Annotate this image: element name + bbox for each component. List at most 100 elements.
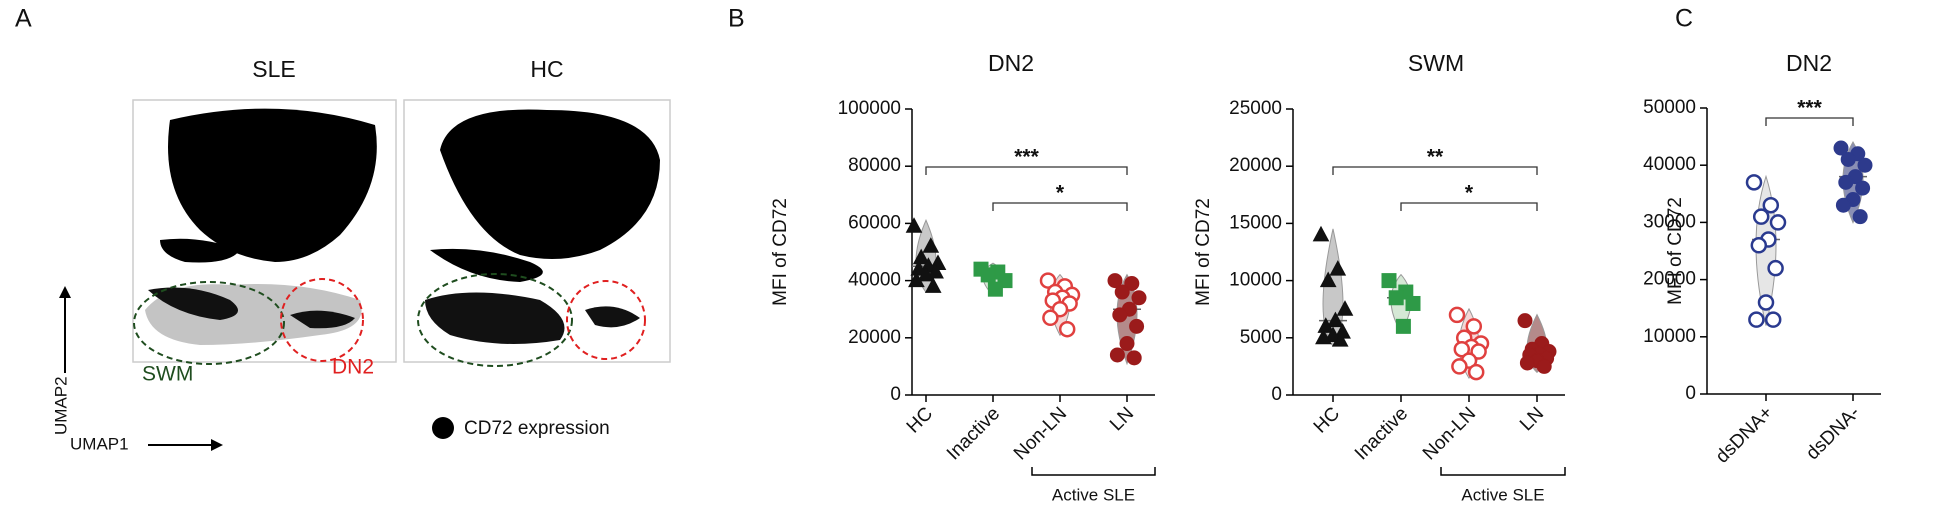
point [905, 217, 923, 233]
point [1519, 355, 1535, 371]
umap-cells [168, 108, 377, 263]
y-tick-label: 5000 [1240, 327, 1282, 348]
point [980, 267, 996, 283]
x-tick-label: dsDNA- [1802, 402, 1864, 464]
legend-marker [432, 417, 454, 439]
dn2-region [566, 280, 646, 360]
point [1315, 328, 1332, 345]
point [1042, 309, 1059, 327]
y-tick-label: 25000 [1229, 98, 1282, 119]
point [912, 248, 930, 265]
sig-bracket [925, 166, 1128, 175]
sig-bracket [1400, 202, 1538, 211]
swm-region [417, 273, 573, 367]
panel-letter: A [15, 5, 32, 33]
y-tick-label: 20000 [848, 327, 901, 348]
sig-bracket [1765, 117, 1854, 126]
sig-label: ** [1427, 146, 1444, 169]
y-tick-label: 0 [1685, 383, 1696, 404]
point [922, 237, 940, 253]
point [1517, 313, 1533, 329]
arrow-head [59, 286, 71, 298]
sig-bracket [1332, 166, 1538, 175]
y-axis-label: UMAP2 [51, 376, 70, 435]
point [908, 271, 925, 288]
x-tick-label: HC [903, 403, 937, 437]
dn2-region [280, 278, 364, 362]
point [1855, 180, 1871, 196]
y-tick-label: 80000 [848, 155, 901, 176]
x-tick-label: LN [1516, 403, 1548, 435]
point [1112, 307, 1128, 323]
point [1835, 197, 1851, 213]
point [1114, 284, 1130, 300]
sig-bracket [992, 202, 1128, 211]
point [1470, 343, 1487, 360]
chart-title: SWM [1408, 50, 1464, 76]
y-tick-label: 100000 [838, 98, 901, 119]
group-label: Active SLE [1461, 485, 1544, 504]
point [1857, 157, 1873, 173]
point [1762, 196, 1780, 214]
point [987, 281, 1003, 297]
sig-label: * [1465, 182, 1474, 205]
y-tick-label: 10000 [1229, 270, 1282, 291]
umap-cells [440, 109, 660, 259]
point [1838, 174, 1854, 190]
swm-region [133, 281, 285, 365]
point [1451, 358, 1468, 375]
point [1126, 350, 1142, 366]
point [1039, 272, 1057, 289]
group-bracket [1440, 467, 1566, 476]
panel-letter: C [1675, 5, 1693, 33]
legend-label: CD72 expression [464, 418, 610, 439]
point [910, 260, 928, 276]
x-tick-label: HC [1310, 403, 1344, 437]
point [1453, 340, 1471, 358]
chart-title: DN2 [988, 50, 1034, 76]
point [1769, 214, 1787, 231]
umap-cells [148, 287, 238, 320]
y-tick-label: 20000 [1643, 269, 1696, 290]
point [1109, 347, 1125, 363]
y-tick-label: 30000 [1643, 211, 1696, 232]
y-tick-label: 40000 [1643, 154, 1696, 175]
point [1317, 317, 1335, 333]
region-label: SWM [142, 363, 193, 386]
umap-cells [425, 292, 565, 344]
x-tick-label: dsDNA+ [1712, 402, 1777, 467]
point [1852, 209, 1868, 225]
y-tick-label: 60000 [848, 212, 901, 233]
point [1388, 290, 1404, 306]
umap-title: HC [530, 56, 563, 82]
sig-label: * [1056, 182, 1065, 205]
y-tick-label: 10000 [1643, 326, 1696, 347]
region-label: DN2 [332, 356, 374, 379]
x-tick-label: Non-LN [1010, 403, 1071, 464]
umap-cells [430, 248, 543, 282]
point [1329, 260, 1347, 276]
point [1119, 336, 1135, 352]
point [1381, 273, 1397, 289]
x-axis-label: UMAP1 [70, 434, 129, 453]
x-tick-label: Inactive [1351, 403, 1412, 464]
x-tick-label: Inactive [943, 403, 1004, 464]
point [1405, 295, 1421, 311]
point [1395, 318, 1411, 334]
point [1448, 306, 1466, 324]
group-bracket [1031, 467, 1156, 476]
point [1107, 273, 1123, 289]
point [1757, 294, 1775, 311]
point [1750, 237, 1768, 254]
point [1465, 318, 1483, 335]
umap-cells [290, 310, 355, 329]
x-tick-label: LN [1106, 403, 1138, 435]
y-tick-label: 0 [890, 384, 901, 405]
point [927, 262, 944, 279]
point [1833, 140, 1849, 156]
point [1124, 275, 1140, 291]
arrow-head [211, 439, 223, 451]
sig-label: *** [1014, 146, 1039, 169]
point [1312, 225, 1330, 242]
point [1745, 174, 1763, 191]
